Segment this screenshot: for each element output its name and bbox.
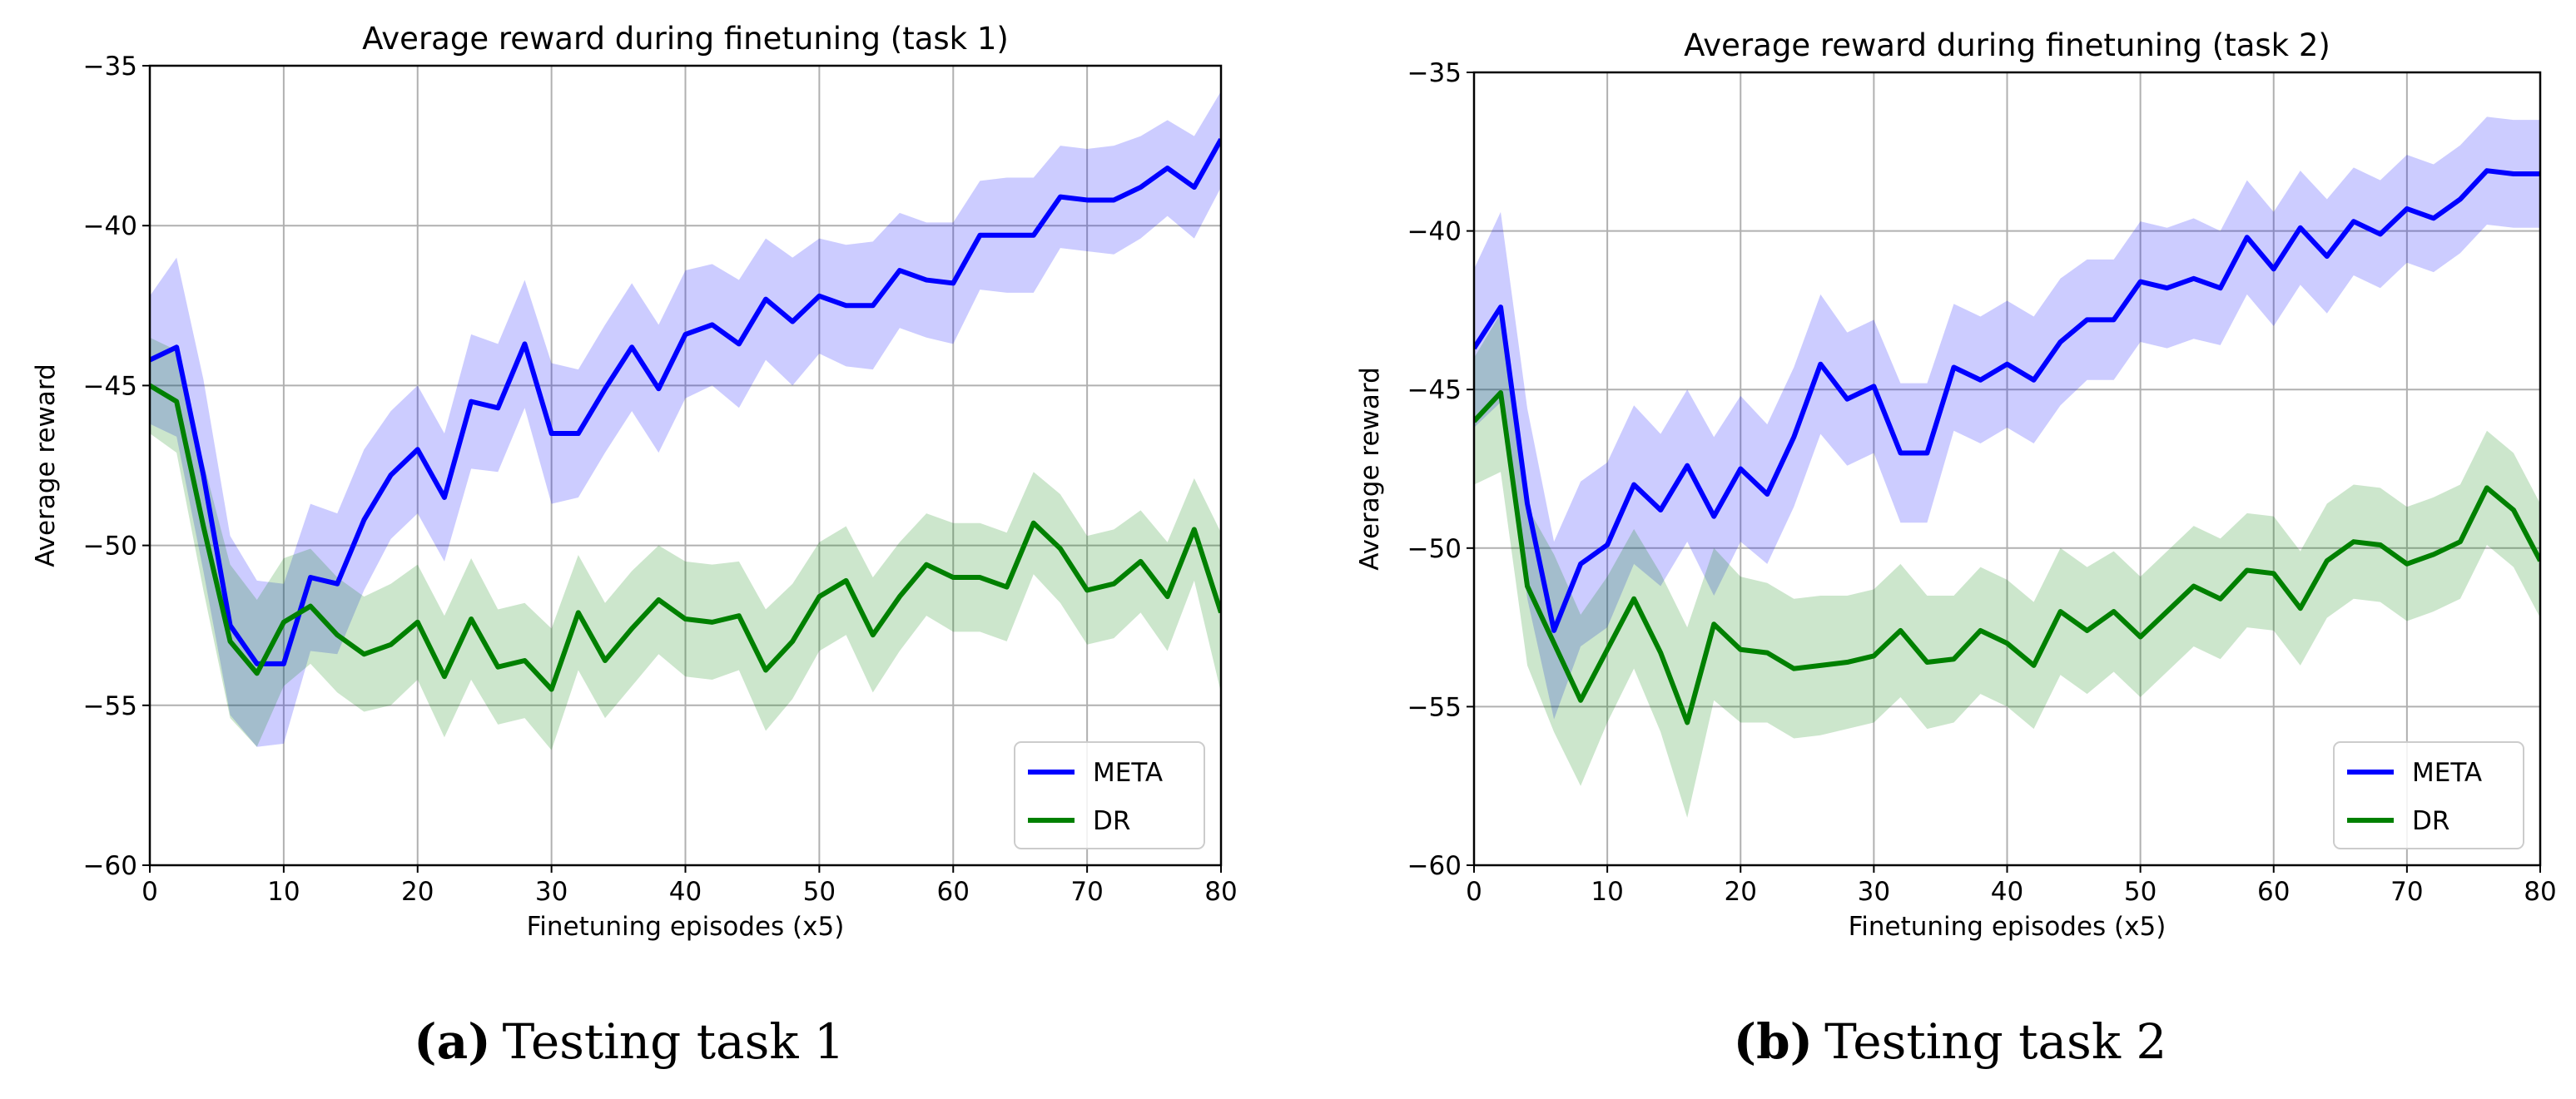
y-tick-label: −35 (83, 52, 137, 82)
caption: (a) Testing task 1 (414, 1013, 845, 1070)
y-axis-label: Average reward (31, 364, 61, 567)
legend: META DR (2333, 741, 2524, 849)
x-tick-label: 80 (2524, 877, 2556, 907)
error-band (1474, 313, 2540, 818)
legend-label: DR (2412, 806, 2449, 836)
y-tick-label: −60 (1407, 851, 1462, 881)
caption-label: (a) (414, 1013, 490, 1070)
y-tick-label: −45 (83, 371, 137, 401)
line (150, 383, 1221, 692)
x-tick-label: 30 (535, 877, 568, 907)
chart-title: Average reward during finetuning (task 1… (362, 21, 1009, 57)
x-tick-label: 40 (1991, 877, 2023, 907)
x-tick-label: 20 (1725, 877, 1757, 907)
error-band (150, 91, 1221, 747)
line (1474, 390, 2540, 725)
x-tick-label: 10 (267, 877, 300, 907)
x-tick-label: 70 (2390, 877, 2423, 907)
error-band (150, 337, 1221, 750)
x-tick-label: 0 (1466, 877, 1482, 907)
caption-label: (b) (1734, 1013, 1813, 1070)
x-tick-label: 60 (937, 877, 970, 907)
legend: META DR (1014, 741, 1205, 849)
caption: (b) Testing task 2 (1734, 1013, 2167, 1070)
y-tick-label: −55 (1407, 692, 1462, 722)
x-axis-label: Finetuning episodes (x5) (1849, 912, 2167, 942)
y-tick-label: −35 (1407, 58, 1462, 88)
x-tick-label: 80 (1204, 877, 1237, 907)
y-tick-label: −60 (83, 851, 137, 881)
legend-label: DR (1093, 806, 1130, 836)
y-tick-label: −55 (83, 691, 137, 721)
y-tick-label: −40 (1407, 217, 1462, 247)
line (1474, 168, 2540, 633)
chart-title: Average reward during finetuning (task 2… (1684, 27, 2330, 63)
caption-text: Testing task 1 (503, 1013, 845, 1070)
x-tick-label: 20 (401, 877, 434, 907)
x-tick-label: 30 (1858, 877, 1890, 907)
y-axis-label: Average reward (1355, 367, 1385, 571)
x-axis-label: Finetuning episodes (x5) (527, 912, 845, 942)
axes-frame (148, 64, 1223, 867)
x-tick-label: 50 (803, 877, 836, 907)
chart: 0 10 20 30 40 50 60 70 80 −60 −55 −50 −45 −40 −35 Avera… (1355, 27, 2557, 1070)
x-tick-label: 10 (1591, 877, 1623, 907)
y-tick-label: −50 (1407, 534, 1462, 564)
x-tick-label: 40 (669, 877, 702, 907)
x-tick-label: 0 (141, 877, 158, 907)
y-tick-label: −50 (83, 532, 137, 562)
legend-label: META (2412, 758, 2482, 788)
y-tick-label: −40 (83, 211, 137, 241)
chart: 0 10 20 30 40 50 60 70 80 −60 −55 −50 −45 −40 −35 Avera… (31, 21, 1238, 1070)
y-tick-label: −45 (1407, 375, 1462, 405)
x-tick-label: 70 (1070, 877, 1103, 907)
x-tick-label: 50 (2124, 877, 2157, 907)
caption-text: Testing task 2 (1824, 1013, 2167, 1070)
x-tick-label: 60 (2257, 877, 2290, 907)
line (150, 137, 1221, 666)
axes-frame (1472, 71, 2542, 867)
legend-label: META (1093, 758, 1163, 788)
